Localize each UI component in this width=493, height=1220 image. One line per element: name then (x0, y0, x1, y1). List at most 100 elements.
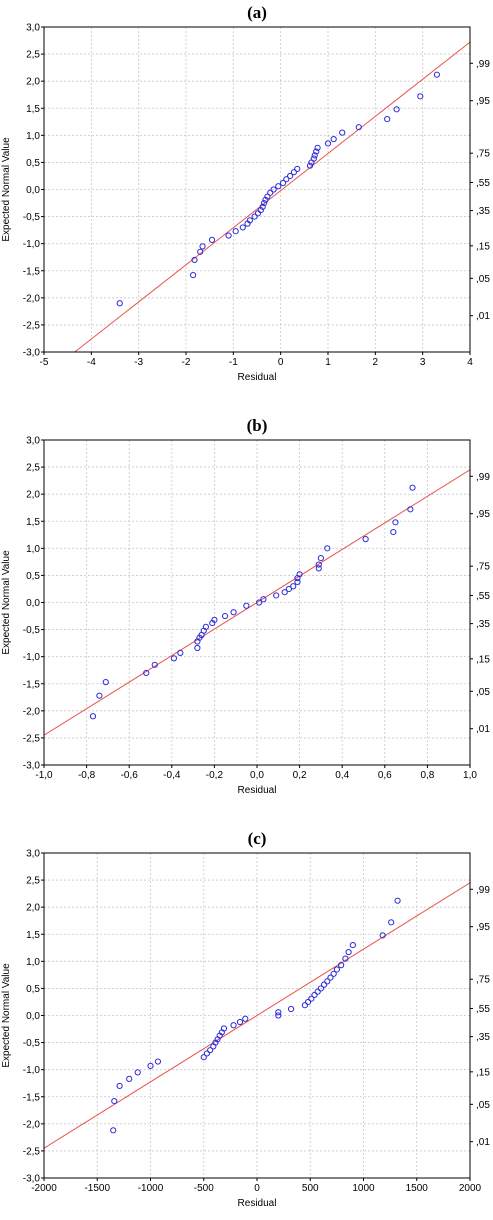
data-point (330, 970, 337, 977)
data-point (388, 919, 395, 926)
x-tick-label: 0,6 (378, 770, 392, 781)
data-point (275, 1012, 282, 1019)
x-axis-label: Residual (238, 1198, 277, 1209)
data-point (232, 228, 239, 235)
y-tick-label: -1,5 (23, 679, 41, 690)
data-point (330, 136, 337, 143)
prob-tick-label: ,01 (476, 311, 490, 322)
y-tick-label: -0,5 (23, 625, 41, 636)
chart-panel-1: (a) -5 -4 -3 -2 -1 0 1 2 3 4 -3,0 -2,5 -2,0 -1,5 -1,0 -0… (1, 3, 490, 383)
data-point (285, 585, 293, 593)
data-point (315, 561, 322, 568)
prob-tick-label: ,75 (476, 975, 490, 986)
data-point (294, 165, 301, 173)
prob-tick-label: ,95 (476, 509, 490, 520)
x-tick-label: 0 (254, 1183, 260, 1194)
data-point (279, 179, 287, 187)
y-tick-label: -1,0 (23, 1065, 41, 1076)
y-tick-label: 0,0 (26, 185, 40, 196)
data-point (194, 644, 201, 652)
x-tick-label: -0,2 (206, 770, 224, 781)
prob-tick-label: ,15 (476, 241, 490, 252)
data-point (257, 206, 264, 214)
data-point (256, 599, 263, 606)
data-point (333, 966, 340, 973)
y-tick-label: 0,0 (26, 1011, 40, 1022)
prob-tick-label: ,35 (476, 206, 490, 217)
x-tick-label: -1 (229, 357, 238, 368)
data-point (225, 232, 232, 239)
data-point (392, 519, 399, 526)
data-point (202, 623, 209, 630)
y-tick-label: -2,5 (23, 320, 41, 331)
data-point (294, 578, 301, 586)
prob-tick-label: ,75 (476, 562, 490, 573)
data-point (345, 949, 352, 956)
data-point (393, 106, 400, 113)
y-tick-label: -0,5 (23, 1038, 41, 1049)
x-tick-label: 1500 (406, 1183, 429, 1194)
y-tick-label: 0,0 (26, 598, 40, 609)
prob-tick-label: ,15 (476, 1067, 490, 1078)
data-point (290, 169, 298, 176)
data-point (417, 93, 424, 100)
panel-label: (c) (248, 829, 267, 848)
data-point (324, 545, 331, 552)
y-tick-label: 0,5 (26, 571, 40, 582)
y-tick-label: -0,5 (23, 212, 41, 223)
prob-tick-label: ,05 (476, 1100, 490, 1111)
x-tick-label: -4 (87, 357, 96, 368)
data-point (154, 1058, 162, 1065)
data-point (281, 589, 288, 596)
data-point (177, 649, 184, 656)
y-axis-label: Expected Normal Value (1, 550, 12, 655)
data-point (151, 661, 158, 668)
y-tick-label: 1,0 (26, 544, 40, 555)
data-point (287, 172, 294, 180)
data-point (270, 186, 277, 193)
data-point (203, 1050, 211, 1057)
data-point (208, 236, 216, 243)
data-point (134, 1069, 141, 1076)
y-tick-label: -2,0 (23, 293, 41, 304)
data-point (390, 528, 397, 536)
y-tick-label: 2,5 (26, 876, 40, 887)
data-point (221, 612, 229, 620)
data-point (338, 962, 345, 969)
data-point (262, 196, 269, 203)
data-point (362, 536, 369, 543)
prob-tick-label: ,55 (476, 591, 490, 602)
x-tick-label: -500 (194, 1183, 214, 1194)
x-tick-label: -0,8 (78, 770, 96, 781)
y-tick-label: -3,0 (23, 348, 41, 359)
data-point (261, 199, 268, 207)
data-point (170, 655, 178, 662)
x-tick-label: -2 (182, 357, 191, 368)
y-tick-label: -2,5 (23, 733, 41, 744)
prob-tick-label: ,35 (476, 619, 490, 630)
data-point (320, 981, 328, 988)
chart-panel-2: (b) -1,0 -0,8 -0,6 -0,4 -0,2 0,0 0,2 0,4 0,6 0,8 1,… (1, 416, 490, 796)
x-tick-label: 0 (278, 357, 284, 368)
data-point (102, 679, 109, 686)
y-tick-label: -1,0 (23, 239, 41, 250)
y-tick-label: -2,0 (23, 706, 41, 717)
x-tick-label: -1,0 (35, 770, 53, 781)
y-tick-label: 1,0 (26, 131, 40, 142)
data-point (260, 596, 267, 603)
data-point (267, 189, 274, 196)
data-point (147, 1062, 154, 1069)
y-tick-label: -2,0 (23, 1119, 41, 1130)
data-point (191, 256, 198, 264)
data-point (199, 243, 206, 250)
y-tick-label: 3,0 (26, 436, 40, 447)
data-point (236, 1018, 244, 1026)
data-point (349, 941, 356, 949)
data-point (251, 213, 258, 220)
y-tick-label: -1,5 (23, 266, 41, 277)
prob-tick-label: ,75 (476, 149, 490, 160)
x-tick-label: -2000 (31, 1183, 57, 1194)
data-point (324, 140, 332, 147)
y-tick-label: 1,5 (26, 104, 40, 115)
data-point (339, 129, 346, 136)
